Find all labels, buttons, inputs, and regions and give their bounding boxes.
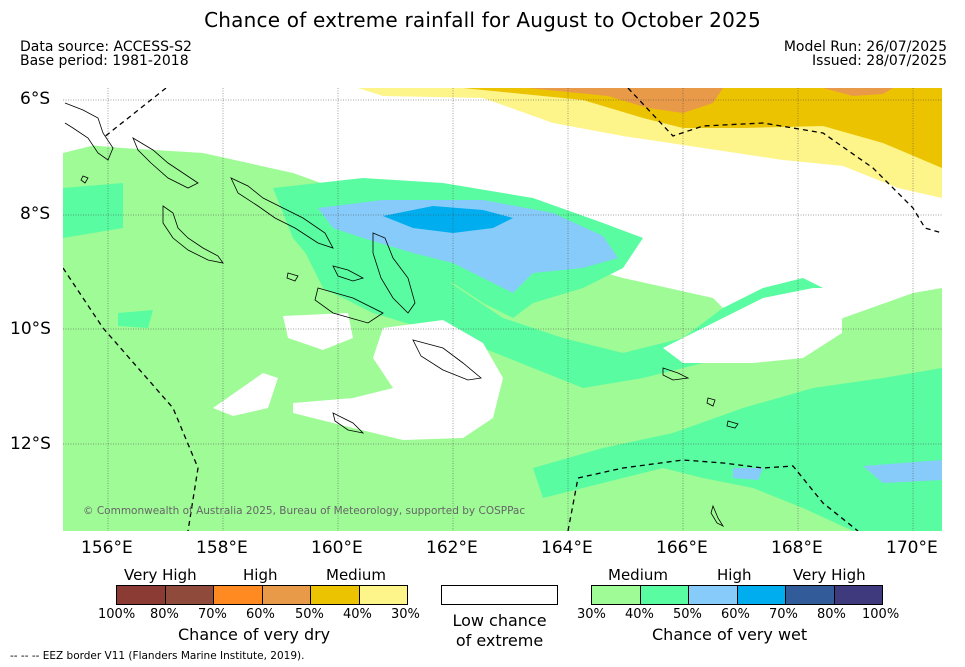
low-chance-region-south <box>293 320 503 440</box>
dry-swatch <box>165 586 214 604</box>
dry-high-orange-2 <box>823 88 893 96</box>
base-period-text: Base period: 1981-2018 <box>20 53 189 69</box>
lon-label: 170°E <box>886 538 938 558</box>
dry-category-high: High <box>243 566 278 584</box>
dry-swatch <box>359 586 407 604</box>
wet-tick: 100% <box>862 607 900 622</box>
lon-label: 160°E <box>311 538 363 558</box>
dry-tick: 40% <box>343 607 372 622</box>
dry-medium-gold <box>463 88 942 168</box>
dry-swatch <box>262 586 311 604</box>
lat-label: 8°S <box>20 204 51 224</box>
dry-colorbar <box>116 585 408 605</box>
dry-tick: 50% <box>295 607 324 622</box>
meta-left: Data source: ACCESS-S2 Base period: 1981… <box>20 40 192 68</box>
wet-very-high-region <box>383 206 513 233</box>
wet-swatch <box>640 586 689 604</box>
low-chance-region-west <box>63 88 138 153</box>
wet-high-southeast <box>863 460 942 483</box>
dry-category-very-high: Very High <box>124 566 197 584</box>
wet-category-medium: Medium <box>608 566 668 584</box>
wet-swatch <box>592 586 641 604</box>
wet-tick: 60% <box>721 607 750 622</box>
wet-tick: 70% <box>769 607 798 622</box>
wet-tick: 50% <box>673 607 702 622</box>
low-chance-region-east <box>663 288 842 363</box>
dry-swatch <box>311 586 360 604</box>
dry-tick: 100% <box>98 607 136 622</box>
wet-tick: 80% <box>817 607 846 622</box>
low-chance-region-small-west <box>213 373 278 416</box>
lat-label: 6°S <box>20 89 51 109</box>
wet-tick: 30% <box>577 607 606 622</box>
wet-colorbar <box>591 585 883 605</box>
lon-label: 168°E <box>771 538 823 558</box>
copyright-text: © Commonwealth of Australia 2025, Bureau… <box>83 505 525 517</box>
graticule <box>63 88 942 531</box>
wet-high-region <box>318 200 618 293</box>
eez-footer-note: -- -- -- EEZ border V11 (Flanders Marine… <box>10 650 305 662</box>
wet-medium-small <box>118 310 153 328</box>
wet-swatch <box>737 586 786 604</box>
model-run-text: Model Run: 26/07/2025 <box>783 39 947 55</box>
low-chance-line1: Low chance <box>452 611 547 630</box>
low-chance-swatch <box>441 585 558 605</box>
dry-swatch <box>117 586 166 604</box>
lat-label: 12°S <box>10 434 51 454</box>
lon-label: 164°E <box>541 538 593 558</box>
meta-right: Model Run: 26/07/2025 Issued: 28/07/2025 <box>784 40 947 68</box>
issued-text: Issued: 28/07/2025 <box>812 53 947 69</box>
chart-title: Chance of extreme rainfall for August to… <box>204 8 761 32</box>
wet-legend-title: Chance of very wet <box>652 625 808 644</box>
dry-tick: 60% <box>246 607 275 622</box>
dry-tick: 80% <box>150 607 179 622</box>
lon-label: 166°E <box>656 538 708 558</box>
dry-tick: 70% <box>198 607 227 622</box>
dry-swatch <box>214 586 263 604</box>
lon-label: 162°E <box>426 538 478 558</box>
coastlines <box>64 102 739 527</box>
lat-label: 10°S <box>10 319 51 339</box>
wet-swatch <box>786 586 835 604</box>
eez-borders <box>63 88 942 531</box>
wet-high-southeast-2 <box>733 468 763 480</box>
wet-tick: 40% <box>625 607 654 622</box>
rainfall-map: © Commonwealth of Australia 2025, Bureau… <box>63 88 942 531</box>
wet-medium-left <box>63 183 123 238</box>
data-source-text: Data source: ACCESS-S2 <box>20 39 192 55</box>
dry-category-medium: Medium <box>326 566 386 584</box>
wet-swatch <box>834 586 882 604</box>
low-chance-label: Low chance of extreme <box>441 611 558 651</box>
wet-category-very-high: Very High <box>793 566 866 584</box>
wet-medium-southeast <box>533 368 942 531</box>
dry-high-orange <box>528 88 723 113</box>
dry-tick: 30% <box>391 607 420 622</box>
wet-category-high: High <box>717 566 752 584</box>
lon-label: 156°E <box>81 538 133 558</box>
low-chance-region-central <box>283 313 353 350</box>
low-chance-line2: of extreme <box>455 631 544 650</box>
dry-legend-title: Chance of very dry <box>178 625 331 644</box>
wet-swatch <box>689 586 738 604</box>
lon-label: 158°E <box>196 538 248 558</box>
